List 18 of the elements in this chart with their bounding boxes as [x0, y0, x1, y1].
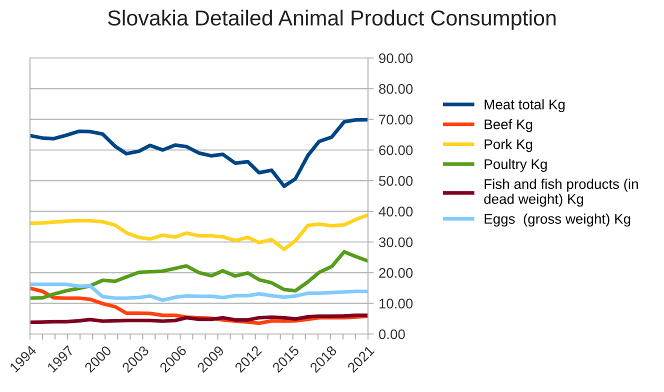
y-tick-label: 70.00: [379, 114, 413, 125]
legend-label: Beef Kg: [484, 119, 532, 132]
chart-title: Slovakia Detailed Animal Product Consumption: [108, 10, 556, 30]
line-series: [30, 313, 368, 324]
y-tick-label: 40.00: [378, 206, 413, 217]
y-tick-label: 50.00: [378, 176, 413, 186]
y-tick-label: 10.00: [379, 298, 413, 309]
y-tick-label: 30.00: [378, 237, 413, 248]
legend-label: Poultry Kg: [484, 158, 547, 172]
legend-label: Pork Kg: [484, 138, 532, 152]
y-tick-label: 90.00: [379, 53, 413, 64]
y-tick-label: 80.00: [379, 84, 413, 94]
legend-label: Eggs (gross weight) Kg: [484, 214, 630, 227]
y-tick-label: 20.00: [379, 268, 413, 278]
y-tick-label: 0.00: [378, 329, 405, 340]
y-tick-label: 60.00: [379, 145, 413, 156]
legend-label: Meat total Kg: [484, 99, 565, 112]
legend-label: Fish and fish products (in dead weight) Kg: [484, 178, 638, 207]
